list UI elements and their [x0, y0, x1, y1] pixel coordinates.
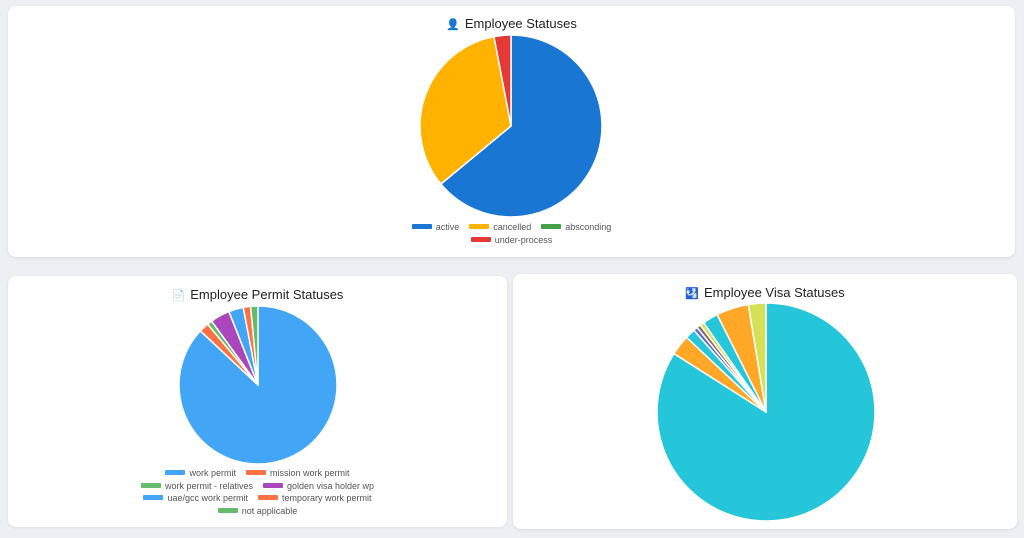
chart-title-text: Employee Permit Statuses [190, 287, 344, 302]
legend-swatch [143, 495, 164, 501]
employee-permit-statuses-pie [178, 305, 338, 465]
legend-item[interactable]: under-process [470, 234, 553, 247]
legend-item[interactable]: active [411, 221, 460, 234]
chart-title: 📄 Employee Permit Statuses [8, 287, 507, 302]
legend-swatch [165, 470, 186, 476]
legend-label: mission work permit [270, 468, 350, 478]
chart-legend: active cancelled absconding under-process [8, 221, 1015, 246]
legend-swatch [246, 470, 266, 476]
legend-item[interactable]: temporary work permit [258, 492, 372, 505]
legend-label: not applicable [241, 505, 298, 516]
legend-label: work permit [189, 468, 236, 478]
legend-swatch [140, 482, 161, 488]
legend-label: cancelled [493, 222, 532, 232]
legend-swatch [470, 236, 491, 242]
legend-item[interactable]: cancelled [469, 221, 531, 234]
pie-slice[interactable] [747, 302, 767, 413]
pie-slice[interactable] [440, 34, 603, 218]
chart-title: 🛂 Employee Visa Statuses [513, 285, 1017, 300]
legend-label: under-process [494, 234, 553, 245]
legend-swatch [469, 224, 490, 230]
legend-item[interactable]: work permit [165, 467, 236, 480]
employee-statuses-card: 👤 Employee Statuses active cancelled abscon… [8, 6, 1015, 257]
legend-item[interactable]: work permit - relatives [140, 480, 253, 493]
employee-statuses-pie [419, 34, 603, 218]
legend-row: work permit - relatives golden visa holde… [8, 480, 507, 493]
employee-permit-statuses-card: 📄 Employee Permit Statuses work permit mis… [8, 276, 507, 527]
person-icon: 👤 [446, 19, 460, 31]
employee-visa-statuses-card: 🛂 Employee Visa Statuses [513, 274, 1017, 529]
legend-swatch [411, 224, 432, 230]
legend-label: temporary work permit [282, 493, 372, 503]
legend-row: uae/gcc work permit temporary work permit [8, 492, 507, 505]
pie-slice[interactable] [419, 35, 512, 185]
legend-swatch [262, 482, 283, 488]
legend-label: work permit - relatives [164, 480, 253, 491]
chart-legend: work permit mission work permit work permi… [8, 467, 507, 517]
legend-label: active [435, 222, 460, 232]
legend-swatch [217, 507, 238, 513]
legend-swatch [541, 224, 562, 230]
pie-slice[interactable] [493, 34, 512, 127]
chart-title-text: Employee Visa Statuses [704, 285, 845, 300]
legend-row: work permit mission work permit [8, 467, 507, 480]
employee-visa-statuses-pie [656, 302, 876, 522]
legend-row: active cancelled absconding [8, 221, 1015, 234]
legend-item[interactable]: golden visa holder wp [262, 480, 375, 493]
legend-swatch [258, 495, 278, 501]
legend-item[interactable]: uae/gcc work permit [143, 492, 248, 505]
passport-icon: 🛂 [685, 288, 700, 300]
legend-label: golden visa holder wp [286, 480, 375, 491]
document-icon: 📄 [171, 290, 186, 302]
legend-label: uae/gcc work permit [167, 493, 248, 503]
pie-slice[interactable] [249, 305, 259, 386]
legend-row: under-process [8, 234, 1015, 247]
legend-item[interactable]: absconding [541, 221, 611, 234]
legend-item[interactable]: not applicable [217, 505, 298, 518]
legend-label: absconding [565, 222, 612, 232]
legend-item[interactable]: mission work permit [246, 467, 350, 480]
legend-row: not applicable [8, 505, 507, 518]
chart-title: 👤 Employee Statuses [8, 16, 1015, 31]
chart-title-text: Employee Statuses [464, 16, 577, 31]
